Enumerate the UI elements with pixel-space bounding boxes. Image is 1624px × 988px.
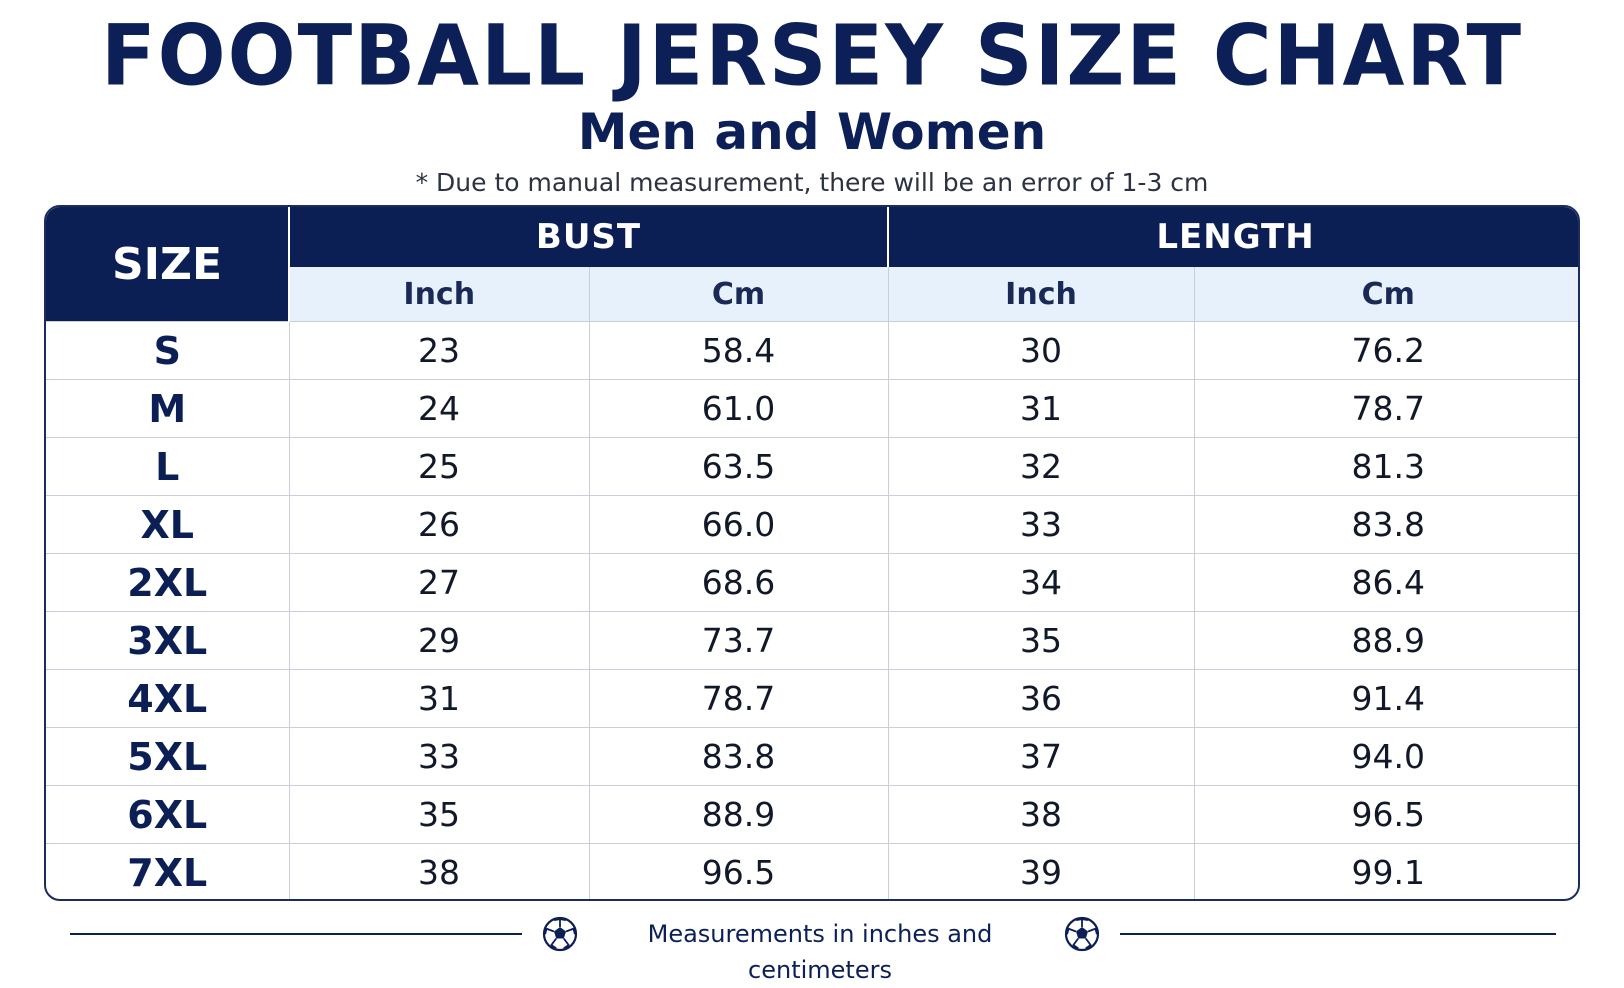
size-cell: 4XL <box>46 669 290 728</box>
bust-inch-cell: 29 <box>289 611 590 670</box>
page-title: FOOTBALL JERSEY SIZE CHART <box>100 6 1524 105</box>
bust-cm-header: Cm <box>589 267 889 322</box>
bust-cm-cell: 78.7 <box>589 669 889 728</box>
table-row: 7XL 38 96.5 39 99.1 <box>46 843 1578 899</box>
length-cm-cell: 91.4 <box>1194 669 1578 728</box>
size-cell: 6XL <box>46 785 290 844</box>
bust-cm-cell: 88.9 <box>589 785 889 844</box>
length-inch-header: Inch <box>888 267 1195 322</box>
bust-inch-cell: 24 <box>289 379 590 438</box>
bust-cm-cell: 66.0 <box>589 495 889 554</box>
size-cell: 7XL <box>46 843 290 899</box>
length-cm-cell: 99.1 <box>1194 843 1578 899</box>
bust-cm-cell: 61.0 <box>589 379 889 438</box>
footer-text: Measurements in inches and centimeters <box>647 920 993 984</box>
size-cell: M <box>46 379 290 438</box>
bust-cm-cell: 96.5 <box>589 843 889 899</box>
table-row: L 25 63.5 32 81.3 <box>46 437 1578 496</box>
length-inch-cell: 37 <box>888 727 1195 786</box>
bust-cm-cell: 83.8 <box>589 727 889 786</box>
table-row: XL 26 66.0 33 83.8 <box>46 495 1578 554</box>
length-inch-cell: 32 <box>888 437 1195 496</box>
length-inch-cell: 36 <box>888 669 1195 728</box>
footer-divider-left <box>70 933 522 935</box>
soccer-ball-icon <box>1064 916 1100 952</box>
length-inch-cell: 30 <box>888 321 1195 380</box>
table-row: 5XL 33 83.8 37 94.0 <box>46 727 1578 786</box>
bust-inch-cell: 25 <box>289 437 590 496</box>
bust-cm-cell: 63.5 <box>589 437 889 496</box>
bust-inch-cell: 27 <box>289 553 590 612</box>
table-row: 4XL 31 78.7 36 91.4 <box>46 669 1578 728</box>
length-cm-header: Cm <box>1194 267 1578 322</box>
bust-inch-cell: 31 <box>289 669 590 728</box>
footer-divider-right <box>1120 933 1556 935</box>
length-inch-cell: 31 <box>888 379 1195 438</box>
size-cell: S <box>46 321 290 380</box>
length-inch-cell: 34 <box>888 553 1195 612</box>
bust-inch-cell: 38 <box>289 843 590 899</box>
size-column-header: SIZE <box>46 207 290 322</box>
length-cm-cell: 78.7 <box>1194 379 1578 438</box>
size-cell: 2XL <box>46 553 290 612</box>
table-row: 3XL 29 73.7 35 88.9 <box>46 611 1578 670</box>
bust-inch-cell: 33 <box>289 727 590 786</box>
length-cm-cell: 96.5 <box>1194 785 1578 844</box>
bust-inch-cell: 23 <box>289 321 590 380</box>
size-chart-table: SIZE BUST LENGTH Inch Cm Inch Cm S 23 58… <box>44 205 1580 901</box>
soccer-ball-icon <box>542 916 578 952</box>
bust-cm-cell: 68.6 <box>589 553 889 612</box>
length-cm-cell: 83.8 <box>1194 495 1578 554</box>
size-cell: 5XL <box>46 727 290 786</box>
page-subtitle: Men and Women <box>577 103 1047 161</box>
bust-cm-cell: 58.4 <box>589 321 889 380</box>
length-cm-cell: 86.4 <box>1194 553 1578 612</box>
footer: Measurements in inches and centimeters <box>0 912 1624 984</box>
length-inch-cell: 33 <box>888 495 1195 554</box>
measurement-note: * Due to manual measurement, there will … <box>415 168 1209 197</box>
size-cell: 3XL <box>46 611 290 670</box>
length-group-header: LENGTH <box>888 207 1578 267</box>
length-cm-cell: 81.3 <box>1194 437 1578 496</box>
length-cm-cell: 76.2 <box>1194 321 1578 380</box>
table-row: 2XL 27 68.6 34 86.4 <box>46 553 1578 612</box>
size-cell: L <box>46 437 290 496</box>
bust-inch-cell: 26 <box>289 495 590 554</box>
length-inch-cell: 35 <box>888 611 1195 670</box>
table-row: 6XL 35 88.9 38 96.5 <box>46 785 1578 844</box>
table-row: M 24 61.0 31 78.7 <box>46 379 1578 438</box>
bust-group-header: BUST <box>289 207 890 267</box>
bust-inch-header: Inch <box>289 267 590 322</box>
bust-cm-cell: 73.7 <box>589 611 889 670</box>
table-row: S 23 58.4 30 76.2 <box>46 321 1578 380</box>
size-cell: XL <box>46 495 290 554</box>
bust-inch-cell: 35 <box>289 785 590 844</box>
length-inch-cell: 39 <box>888 843 1195 899</box>
length-inch-cell: 38 <box>888 785 1195 844</box>
length-cm-cell: 94.0 <box>1194 727 1578 786</box>
length-cm-cell: 88.9 <box>1194 611 1578 670</box>
